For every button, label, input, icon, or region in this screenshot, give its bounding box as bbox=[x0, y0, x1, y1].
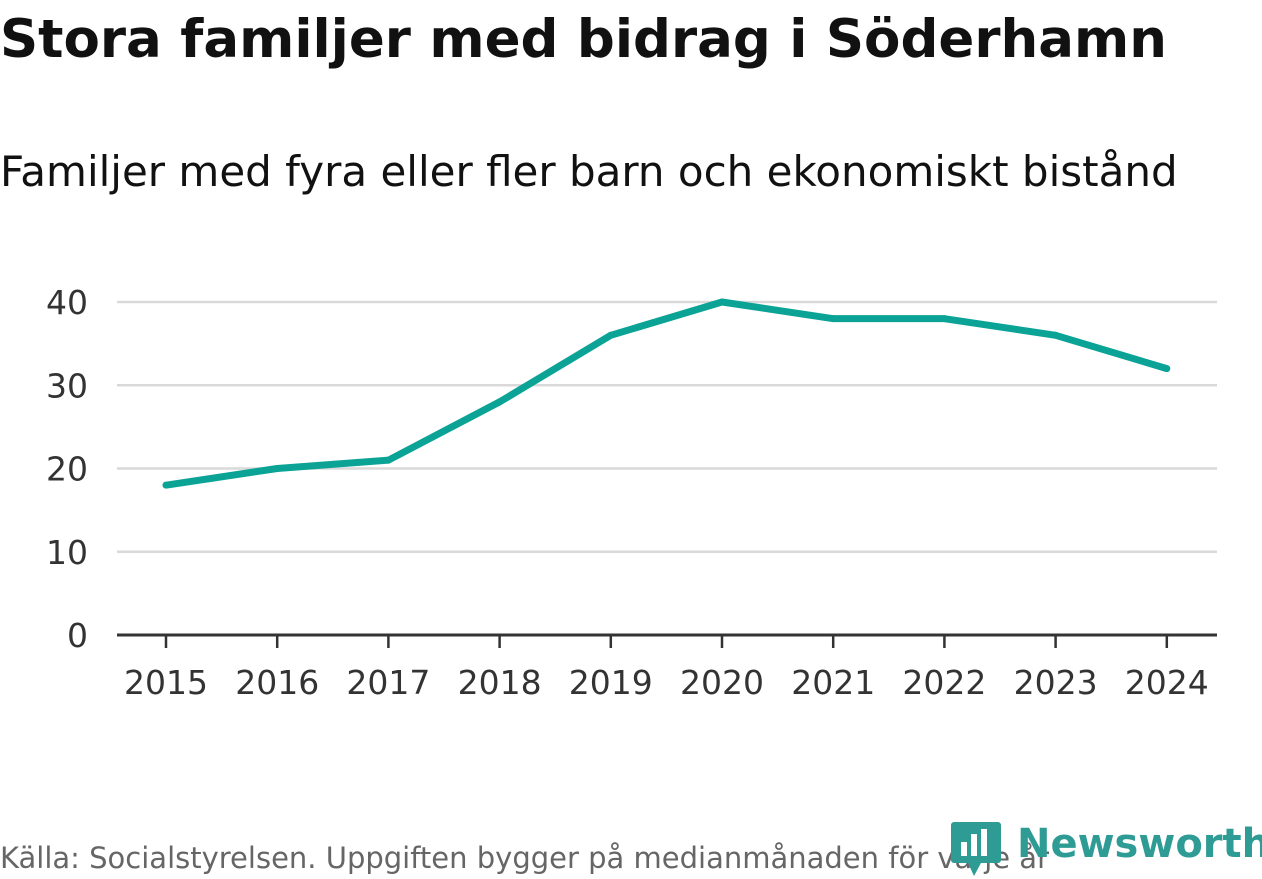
source-note: Källa: Socialstyrelsen. Uppgiften bygger… bbox=[0, 841, 1049, 875]
y-axis-ticks: 0 10 20 30 40 bbox=[46, 283, 88, 655]
y-tick-label-10: 10 bbox=[46, 533, 88, 572]
x-tick-label-2016: 2016 bbox=[235, 663, 319, 702]
data-point-2016 bbox=[273, 465, 281, 472]
x-tick-label-2015: 2015 bbox=[124, 663, 208, 702]
newsworthy-logo-icon bbox=[951, 822, 1001, 876]
data-point-2021 bbox=[829, 315, 837, 323]
newsworthy-logo-text: Newsworthy bbox=[1017, 821, 1262, 867]
y-tick-label-40: 40 bbox=[46, 283, 88, 322]
series-line-0 bbox=[165, 298, 1168, 489]
x-tick-label-2023: 2023 bbox=[1014, 663, 1098, 702]
data-point-2024 bbox=[1163, 365, 1171, 373]
data-point-2019 bbox=[607, 331, 615, 339]
chart-subtitle: Familjer med fyra eller fler barn och ek… bbox=[0, 147, 1178, 196]
data-point-2023 bbox=[1052, 331, 1060, 339]
x-tick-label-2017: 2017 bbox=[346, 663, 430, 702]
x-tick-label-2020: 2020 bbox=[680, 663, 764, 702]
x-axis-ticks: 2015 2016 2017 2018 2019 2020 2021 2022 2023 2024 bbox=[124, 635, 1209, 702]
chart-title: Stora familjer med bidrag i Söderhamn bbox=[0, 9, 1167, 70]
x-tick-label-2018: 2018 bbox=[458, 663, 542, 702]
data-point-2017 bbox=[384, 456, 392, 464]
y-tick-label-0: 0 bbox=[67, 616, 88, 655]
x-tick-label-2024: 2024 bbox=[1125, 663, 1209, 702]
x-tick-label-2021: 2021 bbox=[791, 663, 875, 702]
data-point-2020 bbox=[718, 298, 726, 306]
y-tick-label-30: 30 bbox=[46, 366, 88, 405]
x-tick-label-2019: 2019 bbox=[569, 663, 653, 702]
data-point-2018 bbox=[496, 398, 504, 406]
data-point-2022 bbox=[940, 315, 948, 323]
series bbox=[162, 298, 1171, 489]
y-tick-label-20: 20 bbox=[46, 450, 88, 489]
grid-lines bbox=[117, 300, 1217, 553]
x-tick-label-2022: 2022 bbox=[902, 663, 986, 702]
data-point-2015 bbox=[162, 481, 170, 489]
